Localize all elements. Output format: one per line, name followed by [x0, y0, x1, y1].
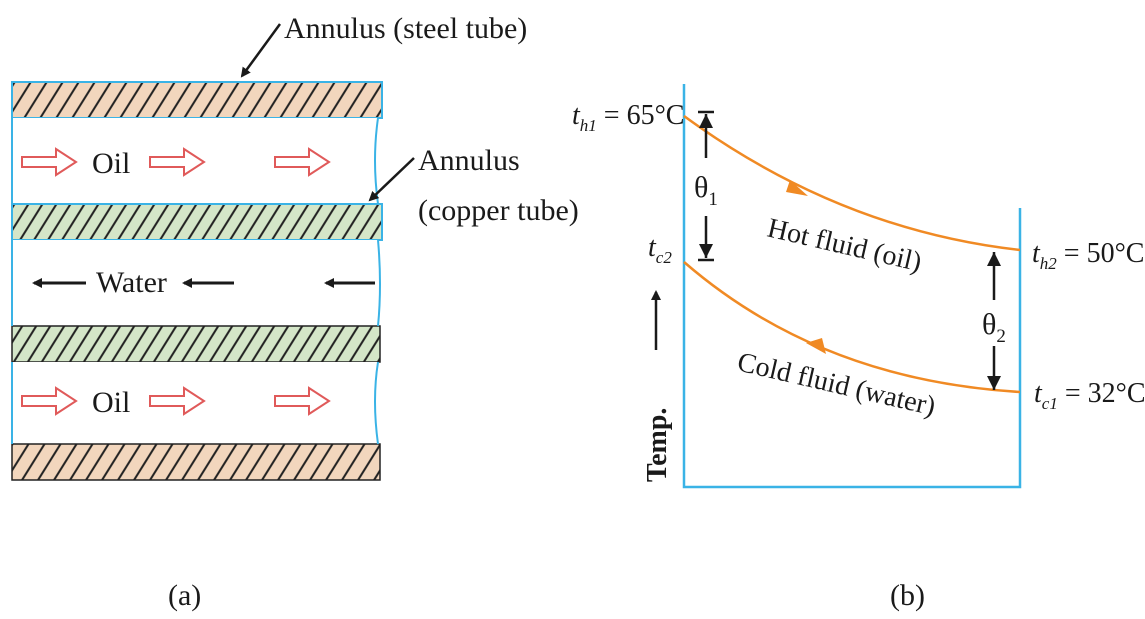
cold-fluid-label: Cold fluid (water): [734, 347, 938, 423]
temperature-plot-frame: [682, 84, 1022, 489]
caption-a: (a): [168, 579, 201, 612]
flow-right-icon: [149, 386, 206, 416]
inner-annulus-label-line1: Annulus: [418, 144, 520, 177]
flow-right-icon: [21, 386, 78, 416]
theta1-dimension: [698, 110, 714, 262]
temp-axis-label: Temp.: [642, 408, 673, 482]
oil-flow-arrows-bottom: [21, 386, 331, 416]
flow-right-icon: [149, 147, 206, 177]
hot-fluid-label: Hot fluid (oil): [764, 213, 924, 279]
hot-fluid-curve: [683, 114, 1021, 252]
cold-flow-direction-icon: [806, 338, 826, 354]
oil-label-bottom: Oil: [92, 386, 130, 419]
steel-tube-bottom-wall: [11, 443, 381, 481]
tc2-label: tc2: [648, 232, 672, 267]
outer-annulus-pointer: [240, 23, 282, 78]
water-label: Water: [96, 266, 167, 299]
copper-tube-bottom-wall: [11, 325, 381, 363]
oil-flow-arrows-top: [21, 147, 331, 177]
theta1-symbol: θ1: [694, 171, 718, 210]
flow-right-icon: [274, 386, 331, 416]
flow-right-icon: [274, 147, 331, 177]
outer-annulus-label: Annulus (steel tube): [284, 12, 527, 45]
theta2-dimension: [987, 252, 1001, 390]
copper-tube-top-wall: [11, 203, 383, 241]
tc1-label: tc1 = 32°C: [1034, 378, 1145, 413]
cold-fluid-curve: [683, 261, 1021, 394]
inner-annulus-label-line2: (copper tube): [418, 194, 579, 227]
inner-annulus-pointer: [368, 157, 415, 202]
hot-flow-direction-icon: [786, 180, 808, 196]
steel-tube-top-wall: [11, 81, 383, 119]
figure-b: θ1 θ2 th1 = 65°C tc2 th2 = 50°C tc1 = 32…: [572, 84, 1145, 612]
flow-right-icon: [21, 147, 78, 177]
figure-a: Oil Water Oil Annulus (steel tube) Annul…: [11, 12, 579, 612]
theta2-symbol: θ2: [982, 308, 1006, 347]
oil-label-top: Oil: [92, 147, 130, 180]
th2-label: th2 = 50°C: [1032, 238, 1144, 273]
caption-b: (b): [890, 579, 925, 612]
th1-label: th1 = 65°C: [572, 100, 684, 135]
